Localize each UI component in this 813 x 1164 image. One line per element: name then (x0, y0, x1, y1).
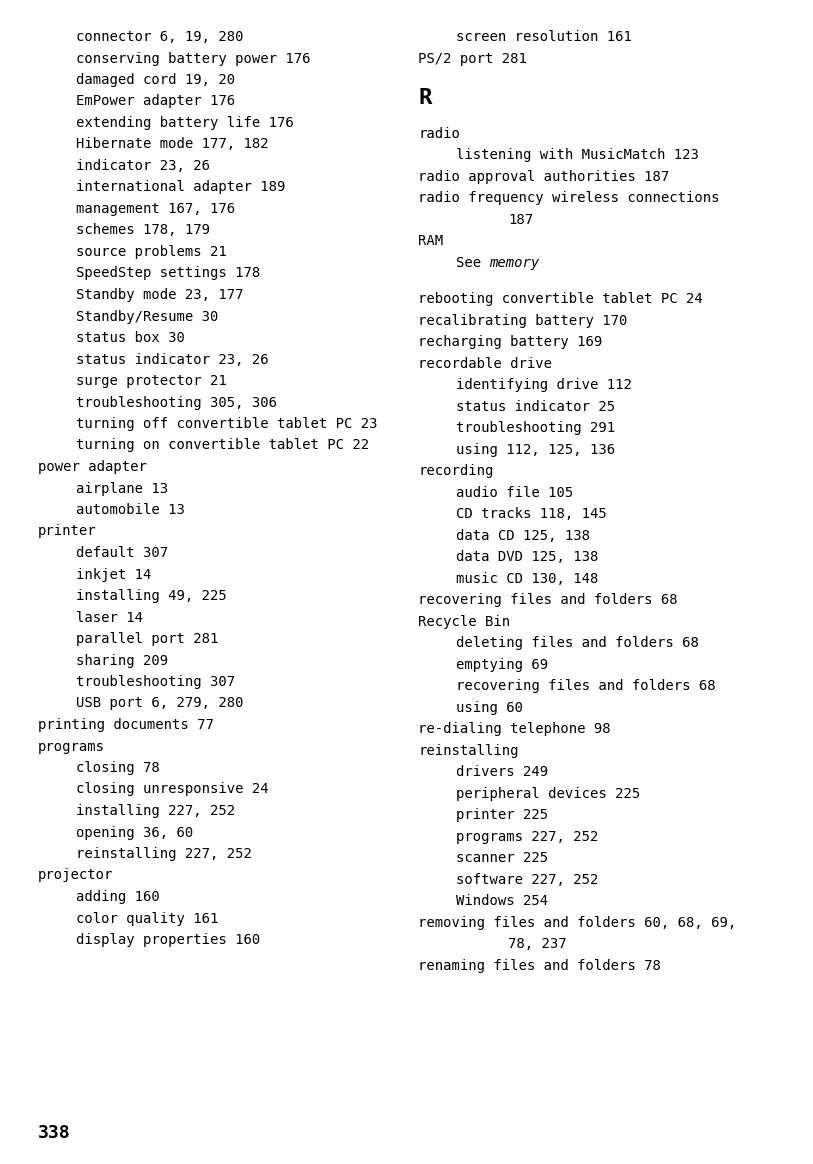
Text: Recycle Bin: Recycle Bin (418, 615, 510, 629)
Text: printing documents 77: printing documents 77 (38, 718, 214, 732)
Text: identifying drive 112: identifying drive 112 (456, 378, 632, 392)
Text: projector: projector (38, 868, 113, 882)
Text: data CD 125, 138: data CD 125, 138 (456, 528, 590, 542)
Text: recovering files and folders 68: recovering files and folders 68 (456, 680, 715, 694)
Text: using 60: using 60 (456, 701, 523, 715)
Text: troubleshooting 307: troubleshooting 307 (76, 675, 235, 689)
Text: 187: 187 (508, 213, 533, 227)
Text: 338: 338 (38, 1124, 71, 1142)
Text: listening with MusicMatch 123: listening with MusicMatch 123 (456, 148, 699, 162)
Text: damaged cord 19, 20: damaged cord 19, 20 (76, 73, 235, 87)
Text: radio approval authorities 187: radio approval authorities 187 (418, 170, 669, 184)
Text: recordable drive: recordable drive (418, 357, 552, 371)
Text: laser 14: laser 14 (76, 610, 143, 625)
Text: software 227, 252: software 227, 252 (456, 873, 598, 887)
Text: radio frequency wireless connections: radio frequency wireless connections (418, 191, 720, 205)
Text: reinstalling: reinstalling (418, 744, 519, 758)
Text: extending battery life 176: extending battery life 176 (76, 116, 293, 130)
Text: programs 227, 252: programs 227, 252 (456, 830, 598, 844)
Text: international adapter 189: international adapter 189 (76, 180, 285, 194)
Text: source problems 21: source problems 21 (76, 244, 227, 260)
Text: color quality 161: color quality 161 (76, 911, 219, 925)
Text: turning on convertible tablet PC 22: turning on convertible tablet PC 22 (76, 439, 369, 453)
Text: conserving battery power 176: conserving battery power 176 (76, 51, 311, 65)
Text: recovering files and folders 68: recovering files and folders 68 (418, 594, 677, 608)
Text: using 112, 125, 136: using 112, 125, 136 (456, 442, 615, 456)
Text: adding 160: adding 160 (76, 890, 159, 904)
Text: data DVD 125, 138: data DVD 125, 138 (456, 551, 598, 565)
Text: music CD 130, 148: music CD 130, 148 (456, 572, 598, 585)
Text: turning off convertible tablet PC 23: turning off convertible tablet PC 23 (76, 417, 377, 431)
Text: parallel port 281: parallel port 281 (76, 632, 219, 646)
Text: reinstalling 227, 252: reinstalling 227, 252 (76, 847, 252, 861)
Text: printer: printer (38, 525, 97, 539)
Text: removing files and folders 60, 68, 69,: removing files and folders 60, 68, 69, (418, 916, 737, 930)
Text: Standby/Resume 30: Standby/Resume 30 (76, 310, 219, 324)
Text: indicator 23, 26: indicator 23, 26 (76, 159, 210, 173)
Text: surge protector 21: surge protector 21 (76, 374, 227, 388)
Text: rebooting convertible tablet PC 24: rebooting convertible tablet PC 24 (418, 292, 702, 306)
Text: EmPower adapter 176: EmPower adapter 176 (76, 94, 235, 108)
Text: drivers 249: drivers 249 (456, 765, 548, 780)
Text: R: R (418, 88, 432, 108)
Text: deleting files and folders 68: deleting files and folders 68 (456, 637, 699, 651)
Text: automobile 13: automobile 13 (76, 503, 185, 517)
Text: screen resolution 161: screen resolution 161 (456, 30, 632, 44)
Text: sharing 209: sharing 209 (76, 653, 168, 667)
Text: emptying 69: emptying 69 (456, 658, 548, 672)
Text: See: See (456, 256, 489, 270)
Text: display properties 160: display properties 160 (76, 934, 260, 947)
Text: Standby mode 23, 177: Standby mode 23, 177 (76, 288, 244, 301)
Text: installing 49, 225: installing 49, 225 (76, 589, 227, 603)
Text: CD tracks 118, 145: CD tracks 118, 145 (456, 508, 606, 521)
Text: RAM: RAM (418, 234, 443, 248)
Text: recharging battery 169: recharging battery 169 (418, 335, 602, 349)
Text: troubleshooting 291: troubleshooting 291 (456, 421, 615, 435)
Text: memory: memory (489, 256, 540, 270)
Text: programs: programs (38, 739, 105, 753)
Text: connector 6, 19, 280: connector 6, 19, 280 (76, 30, 244, 44)
Text: inkjet 14: inkjet 14 (76, 568, 151, 582)
Text: schemes 178, 179: schemes 178, 179 (76, 223, 210, 237)
Text: PS/2 port 281: PS/2 port 281 (418, 51, 527, 65)
Text: audio file 105: audio file 105 (456, 485, 573, 499)
Text: Hibernate mode 177, 182: Hibernate mode 177, 182 (76, 137, 268, 151)
Text: printer 225: printer 225 (456, 808, 548, 822)
Text: USB port 6, 279, 280: USB port 6, 279, 280 (76, 696, 244, 710)
Text: management 167, 176: management 167, 176 (76, 203, 235, 217)
Text: radio: radio (418, 127, 460, 141)
Text: Windows 254: Windows 254 (456, 894, 548, 908)
Text: default 307: default 307 (76, 546, 168, 560)
Text: power adapter: power adapter (38, 460, 147, 474)
Text: airplane 13: airplane 13 (76, 482, 168, 496)
Text: closing 78: closing 78 (76, 761, 159, 775)
Text: status indicator 25: status indicator 25 (456, 399, 615, 413)
Text: recording: recording (418, 464, 493, 478)
Text: scanner 225: scanner 225 (456, 851, 548, 865)
Text: opening 36, 60: opening 36, 60 (76, 825, 193, 839)
Text: closing unresponsive 24: closing unresponsive 24 (76, 782, 268, 796)
Text: status box 30: status box 30 (76, 331, 185, 345)
Text: peripheral devices 225: peripheral devices 225 (456, 787, 641, 801)
Text: 78, 237: 78, 237 (508, 937, 567, 951)
Text: SpeedStep settings 178: SpeedStep settings 178 (76, 267, 260, 281)
Text: status indicator 23, 26: status indicator 23, 26 (76, 353, 268, 367)
Text: recalibrating battery 170: recalibrating battery 170 (418, 314, 628, 328)
Text: renaming files and folders 78: renaming files and folders 78 (418, 959, 661, 973)
Text: re-dialing telephone 98: re-dialing telephone 98 (418, 723, 611, 737)
Text: troubleshooting 305, 306: troubleshooting 305, 306 (76, 396, 277, 410)
Text: installing 227, 252: installing 227, 252 (76, 804, 235, 818)
